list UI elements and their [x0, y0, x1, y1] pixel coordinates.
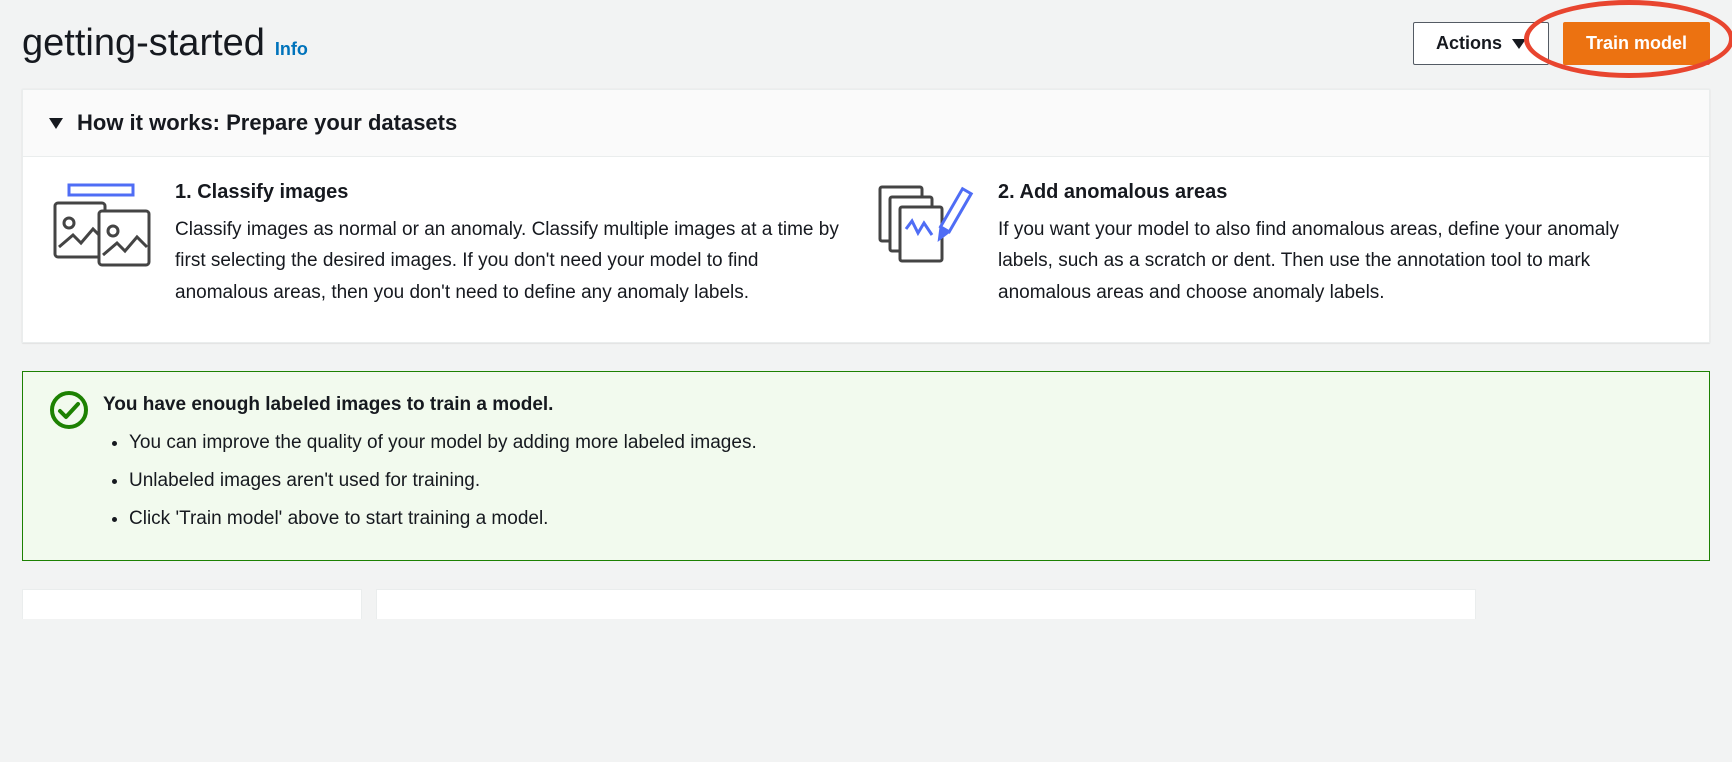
- step-classify-text: 1. Classify images Classify images as no…: [175, 181, 856, 308]
- caret-down-icon: [49, 118, 63, 129]
- success-alert: You have enough labeled images to train …: [22, 371, 1710, 561]
- step-classify: 1. Classify images Classify images as no…: [53, 181, 856, 308]
- alert-title: You have enough labeled images to train …: [103, 394, 757, 416]
- alert-bullet: Unlabeled images aren't used for trainin…: [129, 462, 757, 500]
- success-check-icon: [49, 390, 89, 538]
- tab-stub[interactable]: [22, 589, 362, 619]
- step-anomalous-desc: If you want your model to also find anom…: [998, 214, 1679, 308]
- train-model-label: Train model: [1586, 33, 1687, 54]
- chevron-down-icon: [1512, 39, 1526, 49]
- step-classify-desc: Classify images as normal or an anomaly.…: [175, 214, 856, 308]
- step-anomalous-text: 2. Add anomalous areas If you want your …: [998, 181, 1679, 308]
- page-title: getting-started: [22, 22, 265, 65]
- how-it-works-body: 1. Classify images Classify images as no…: [23, 157, 1709, 342]
- annotate-icon: [876, 181, 976, 269]
- page-header: getting-started Info Actions Train model: [22, 22, 1710, 65]
- actions-dropdown-button[interactable]: Actions: [1413, 22, 1549, 65]
- alert-content: You have enough labeled images to train …: [103, 390, 757, 538]
- alert-list: You can improve the quality of your mode…: [103, 424, 757, 538]
- title-group: getting-started Info: [22, 22, 308, 65]
- actions-label: Actions: [1436, 33, 1502, 54]
- how-it-works-header[interactable]: How it works: Prepare your datasets: [23, 90, 1709, 157]
- classify-images-icon: [53, 181, 153, 269]
- info-link[interactable]: Info: [275, 39, 308, 60]
- how-it-works-panel: How it works: Prepare your datasets: [22, 89, 1710, 343]
- step-anomalous: 2. Add anomalous areas If you want your …: [876, 181, 1679, 308]
- how-it-works-title: How it works: Prepare your datasets: [77, 110, 457, 136]
- tab-stub[interactable]: [376, 589, 1476, 619]
- train-model-button[interactable]: Train model: [1563, 22, 1710, 65]
- step-classify-title: 1. Classify images: [175, 181, 856, 204]
- header-actions: Actions Train model: [1413, 22, 1710, 65]
- alert-bullet: Click 'Train model' above to start train…: [129, 500, 757, 538]
- tabs-row: [22, 589, 1710, 619]
- step-anomalous-title: 2. Add anomalous areas: [998, 181, 1679, 204]
- alert-bullet: You can improve the quality of your mode…: [129, 424, 757, 462]
